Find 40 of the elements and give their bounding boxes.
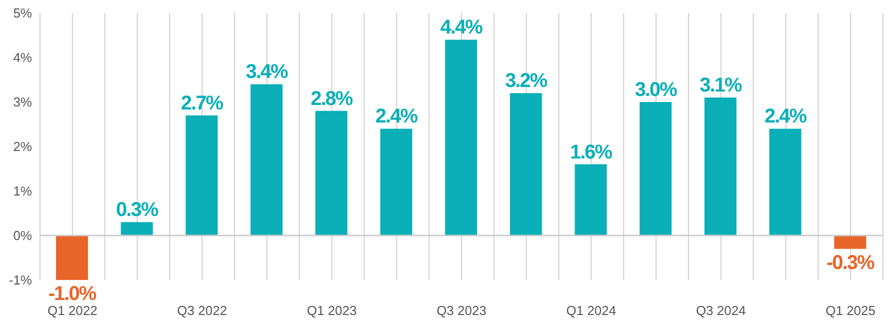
y-tick-label: 1% [13,184,32,199]
data-label: 2.4% [375,106,418,128]
x-tick-label: Q1 2022 [47,303,98,318]
data-label: -1.0% [48,283,97,305]
data-label: 4.4% [440,16,484,39]
data-label: 1.6% [570,141,613,164]
data-label: -0.3% [826,252,875,274]
x-tick-label: Q1 2023 [306,303,357,318]
data-label: 2.7% [180,92,224,114]
data-label: 2.8% [310,88,354,110]
bar [250,84,283,236]
bar [704,98,736,236]
x-tick-label: Q1 2025 [826,303,876,318]
data-label: 3.4% [246,61,289,84]
bar [56,236,88,280]
bar [574,164,607,236]
bar [769,128,802,236]
x-tick-label: Q3 2023 [436,303,486,318]
bar [380,128,412,236]
data-label: 3.0% [634,79,678,101]
bar [640,102,672,236]
y-tick-label: -1% [8,272,32,288]
y-tick-label: 2% [13,139,32,154]
bar [834,236,866,249]
y-tick-label: 3% [13,94,32,110]
bar [315,110,348,236]
data-label: 3.2% [505,70,548,92]
bar [445,40,478,236]
bar [120,222,153,236]
y-tick-label: 4% [13,50,32,66]
bar [510,93,542,236]
y-tick-label: 0% [13,228,32,244]
data-label: 3.1% [700,74,742,97]
x-tick-label: Q3 2022 [177,303,228,318]
data-label: 0.3% [116,199,159,222]
y-tick-label: 5% [13,6,32,21]
bar [186,115,218,236]
data-label: 2.4% [764,106,808,128]
x-tick-label: Q1 2024 [566,303,616,318]
x-tick-label: Q3 2024 [696,303,746,318]
